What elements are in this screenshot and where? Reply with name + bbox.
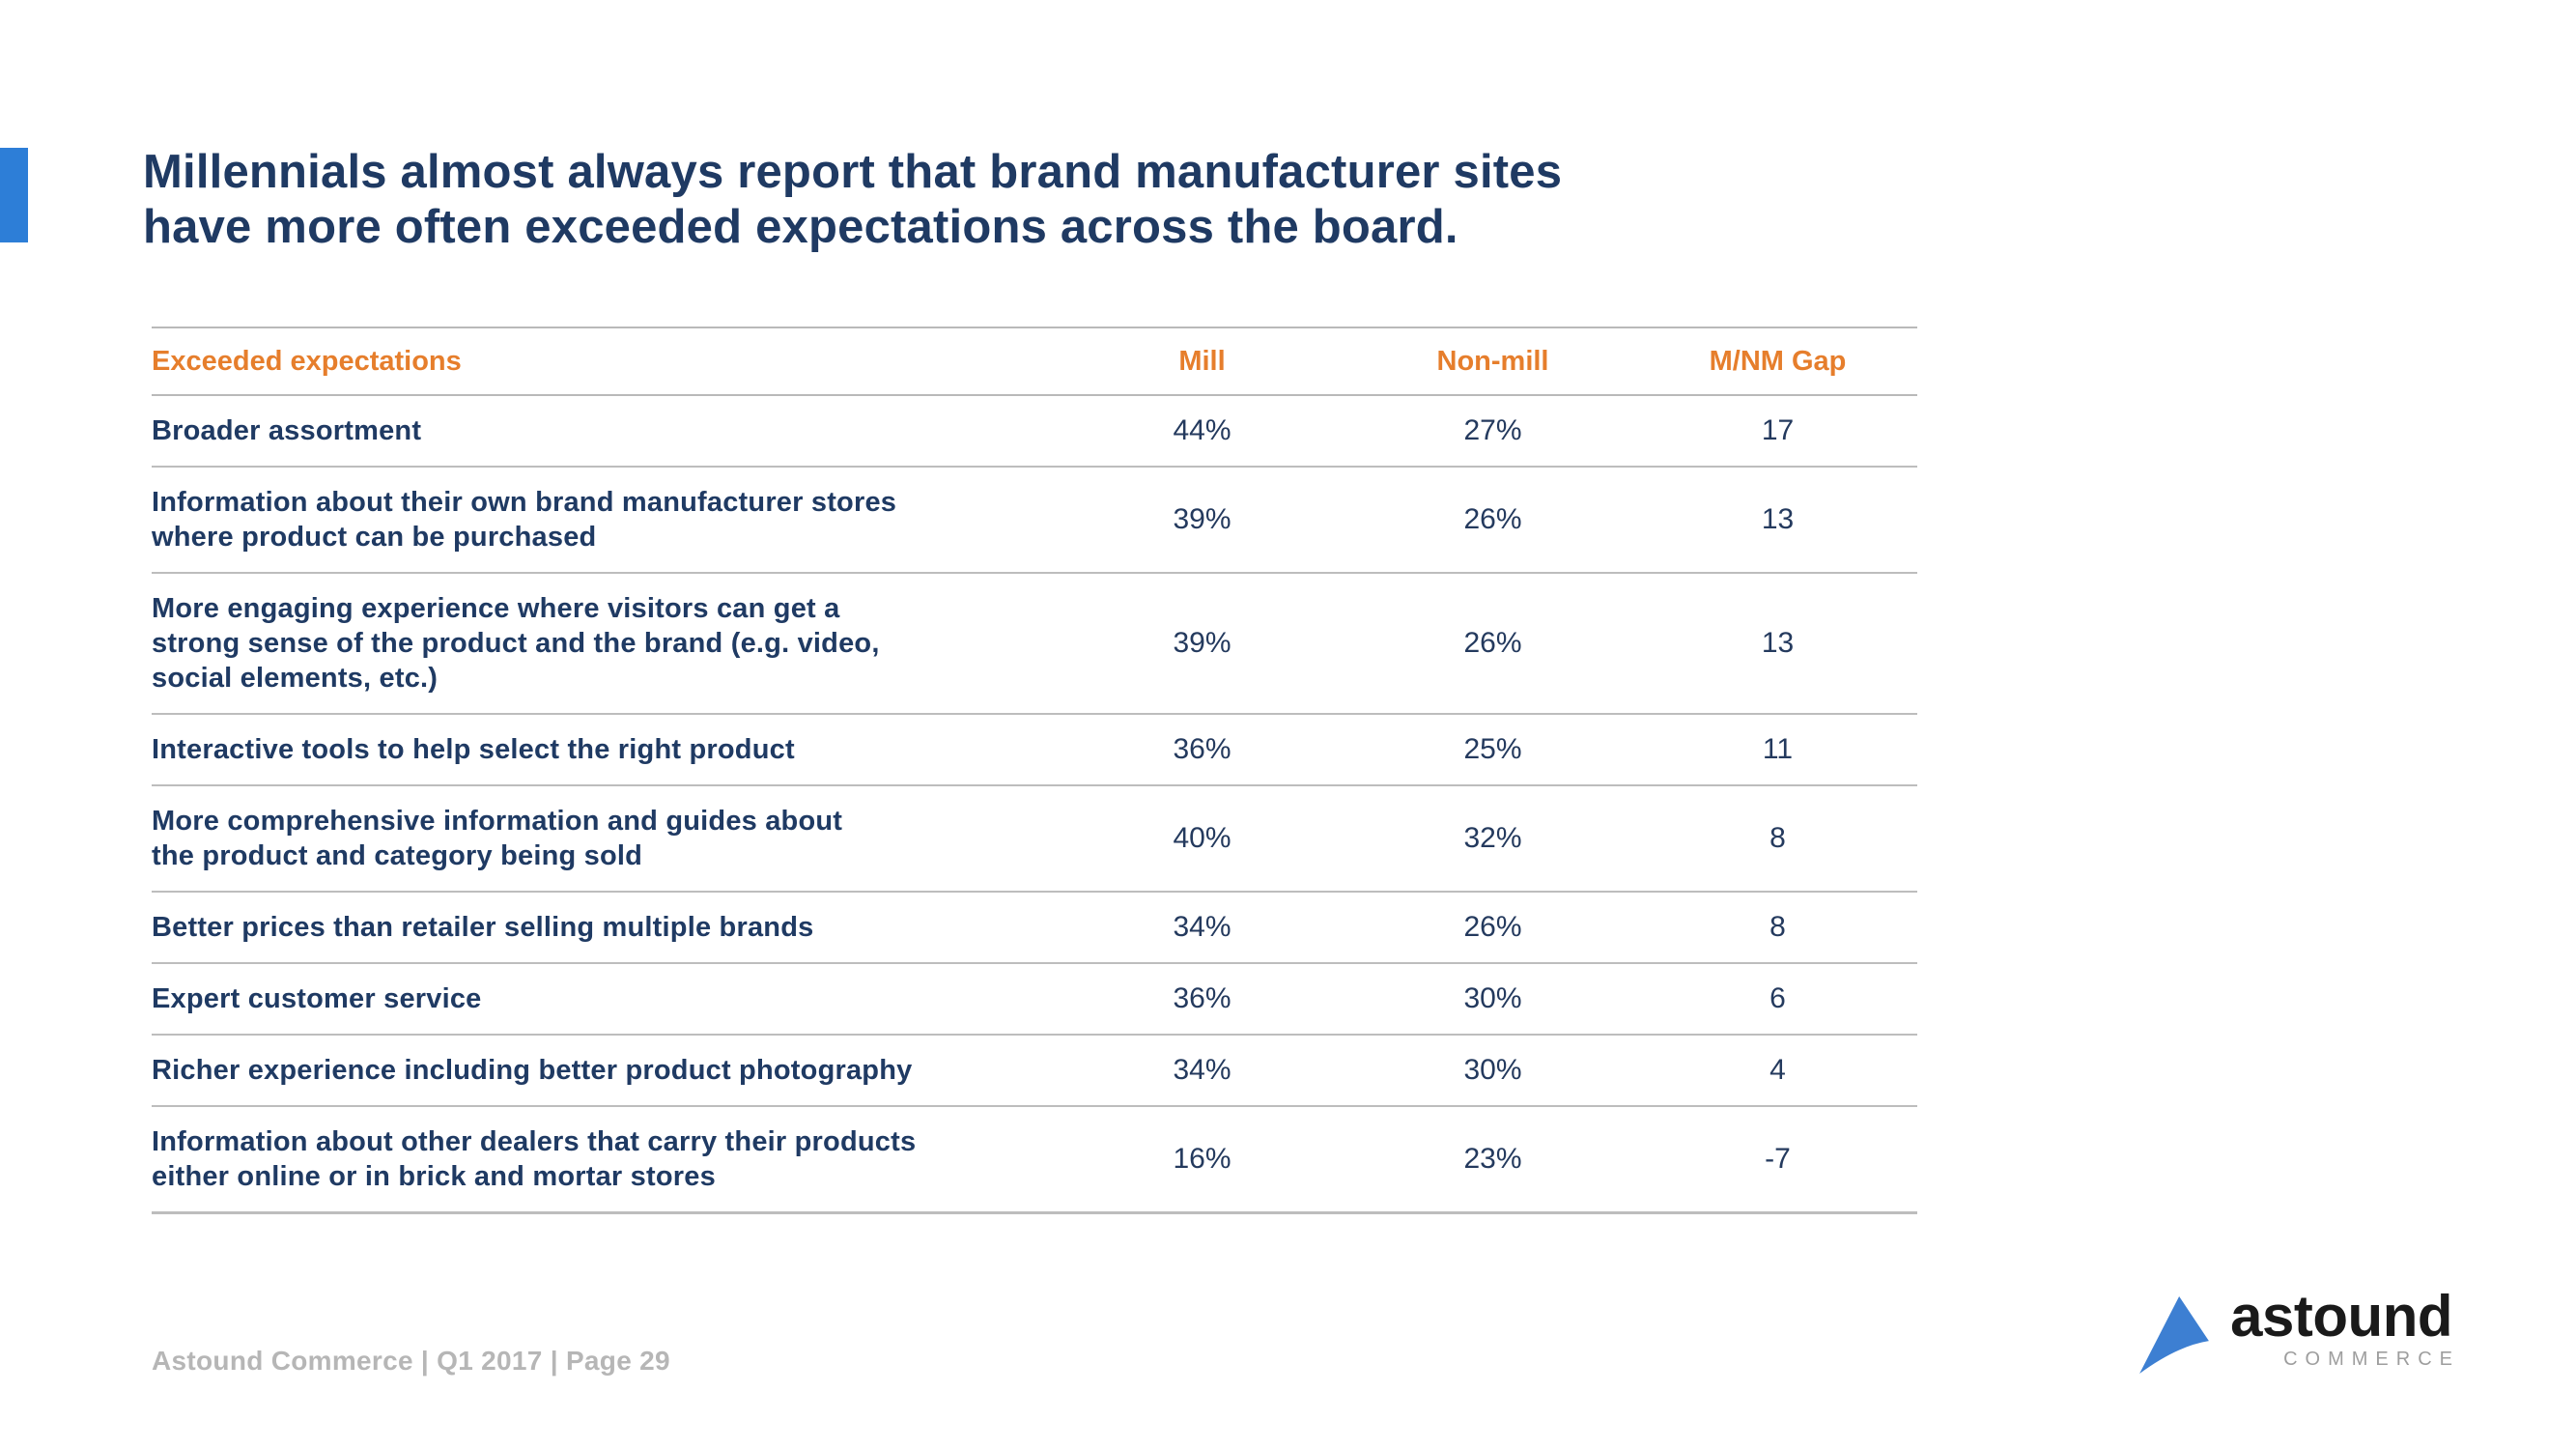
mill-value: 34% bbox=[1057, 892, 1347, 964]
table-row: Information about their own brand manufa… bbox=[152, 467, 1917, 574]
gap-value: 8 bbox=[1638, 892, 1917, 964]
table-row: Broader assortment 44% 27% 17 bbox=[152, 395, 1917, 468]
nonmill-value: 26% bbox=[1347, 467, 1638, 574]
nonmill-value: 25% bbox=[1347, 714, 1638, 786]
title-accent-bar bbox=[0, 148, 28, 242]
table-row: More comprehensive information and guide… bbox=[152, 785, 1917, 893]
gap-value: 6 bbox=[1638, 963, 1917, 1036]
row-label: Richer experience including better produ… bbox=[152, 1035, 1057, 1107]
mill-value: 36% bbox=[1057, 963, 1347, 1036]
row-label: More comprehensive information and guide… bbox=[152, 785, 1057, 893]
table-row: Richer experience including better produ… bbox=[152, 1035, 1917, 1107]
mill-value: 36% bbox=[1057, 714, 1347, 786]
row-label: More engaging experience where visitors … bbox=[152, 573, 1057, 715]
nonmill-value: 27% bbox=[1347, 395, 1638, 468]
table-row: Better prices than retailer selling mult… bbox=[152, 892, 1917, 964]
row-label: Better prices than retailer selling mult… bbox=[152, 892, 1057, 964]
table-row: Expert customer service 36% 30% 6 bbox=[152, 963, 1917, 1036]
slide-title: Millennials almost always report that br… bbox=[143, 146, 1563, 253]
mill-value: 40% bbox=[1057, 785, 1347, 893]
mill-value: 39% bbox=[1057, 573, 1347, 715]
row-label: Interactive tools to help select the rig… bbox=[152, 714, 1057, 786]
nonmill-value: 26% bbox=[1347, 573, 1638, 715]
header-exceeded-expectations: Exceeded expectations bbox=[152, 327, 1057, 396]
mill-value: 39% bbox=[1057, 467, 1347, 574]
nonmill-value: 23% bbox=[1347, 1106, 1638, 1214]
header-mnm-gap: M/NM Gap bbox=[1638, 327, 1917, 396]
table-row: Information about other dealers that car… bbox=[152, 1106, 1917, 1214]
gap-value: 17 bbox=[1638, 395, 1917, 468]
mill-value: 44% bbox=[1057, 395, 1347, 468]
gap-value: 13 bbox=[1638, 467, 1917, 574]
nonmill-value: 26% bbox=[1347, 892, 1638, 964]
table-row: More engaging experience where visitors … bbox=[152, 573, 1917, 715]
nonmill-value: 30% bbox=[1347, 963, 1638, 1036]
table-header-row: Exceeded expectations Mill Non-mill M/NM… bbox=[152, 327, 1917, 396]
gap-value: 13 bbox=[1638, 573, 1917, 715]
mill-value: 16% bbox=[1057, 1106, 1347, 1214]
expectations-table: Exceeded expectations Mill Non-mill M/NM… bbox=[152, 327, 1917, 1214]
row-label: Expert customer service bbox=[152, 963, 1057, 1036]
nonmill-value: 30% bbox=[1347, 1035, 1638, 1107]
astound-commerce-logo: astound COMMERCE bbox=[2139, 1287, 2452, 1374]
header-mill: Mill bbox=[1057, 327, 1347, 396]
row-label: Information about their own brand manufa… bbox=[152, 467, 1057, 574]
gap-value: 11 bbox=[1638, 714, 1917, 786]
gap-value: 4 bbox=[1638, 1035, 1917, 1107]
row-label: Information about other dealers that car… bbox=[152, 1106, 1057, 1214]
logo-wordmark: astound bbox=[2230, 1284, 2452, 1349]
gap-value: -7 bbox=[1638, 1106, 1917, 1214]
logo-subtitle: COMMERCE bbox=[2283, 1349, 2460, 1370]
footer-page-info: Astound Commerce | Q1 2017 | Page 29 bbox=[152, 1346, 670, 1376]
table-row: Interactive tools to help select the rig… bbox=[152, 714, 1917, 786]
gap-value: 8 bbox=[1638, 785, 1917, 893]
row-label: Broader assortment bbox=[152, 395, 1057, 468]
logo-sail-icon bbox=[2139, 1296, 2210, 1374]
mill-value: 34% bbox=[1057, 1035, 1347, 1107]
header-non-mill: Non-mill bbox=[1347, 327, 1638, 396]
nonmill-value: 32% bbox=[1347, 785, 1638, 893]
